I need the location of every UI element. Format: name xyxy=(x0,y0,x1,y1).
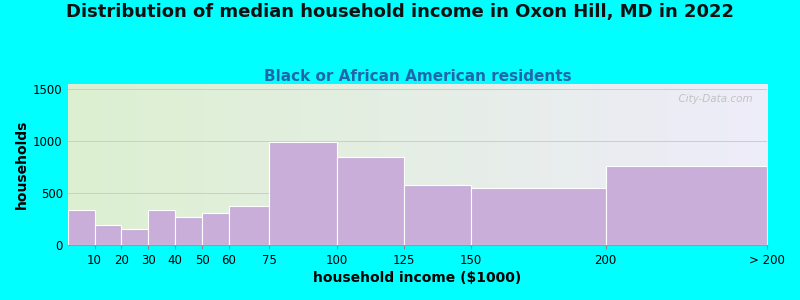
Bar xyxy=(337,157,404,245)
Title: Black or African American residents: Black or African American residents xyxy=(263,69,571,84)
Y-axis label: households: households xyxy=(15,120,29,209)
Bar xyxy=(229,206,270,245)
Bar xyxy=(175,217,202,245)
Bar xyxy=(148,209,175,245)
Bar xyxy=(270,142,337,245)
Text: City-Data.com: City-Data.com xyxy=(673,94,753,103)
Bar xyxy=(404,184,471,245)
X-axis label: household income ($1000): household income ($1000) xyxy=(314,271,522,285)
Text: Distribution of median household income in Oxon Hill, MD in 2022: Distribution of median household income … xyxy=(66,3,734,21)
Bar xyxy=(68,209,94,245)
Bar xyxy=(122,229,148,245)
Bar xyxy=(606,166,767,245)
Bar xyxy=(471,188,606,245)
Bar xyxy=(202,213,229,245)
Bar xyxy=(94,225,122,245)
